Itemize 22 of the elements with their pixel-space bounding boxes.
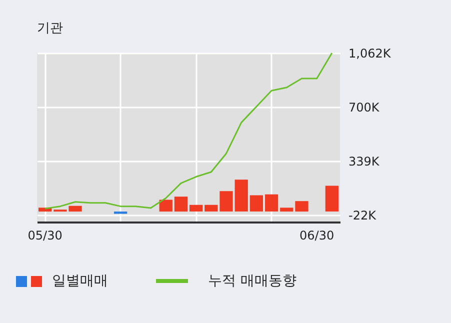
- legend-label: 누적 매매동향: [208, 272, 296, 290]
- line-series: [44, 52, 333, 210]
- legend-label: 일별매매: [52, 272, 108, 290]
- bar: [250, 195, 264, 212]
- x-tick-label: 06/30: [300, 228, 334, 242]
- y-tick-label: 700K: [348, 100, 380, 115]
- bar: [204, 204, 218, 212]
- bar: [264, 194, 278, 212]
- bar: [220, 191, 233, 212]
- y-tick-label: 1,062K: [348, 46, 392, 60]
- bar: [174, 196, 188, 212]
- y-tick-label: -22K: [348, 208, 378, 222]
- chart-title: 기관: [37, 21, 63, 36]
- bar: [189, 204, 203, 212]
- y-tick-label: 339K: [348, 154, 380, 168]
- x-tick-label: 05/30: [28, 228, 62, 242]
- bar: [68, 206, 82, 212]
- bar: [325, 186, 338, 212]
- bar: [280, 208, 294, 212]
- bar: [295, 201, 308, 212]
- bar: [234, 180, 248, 212]
- bar: [159, 200, 172, 212]
